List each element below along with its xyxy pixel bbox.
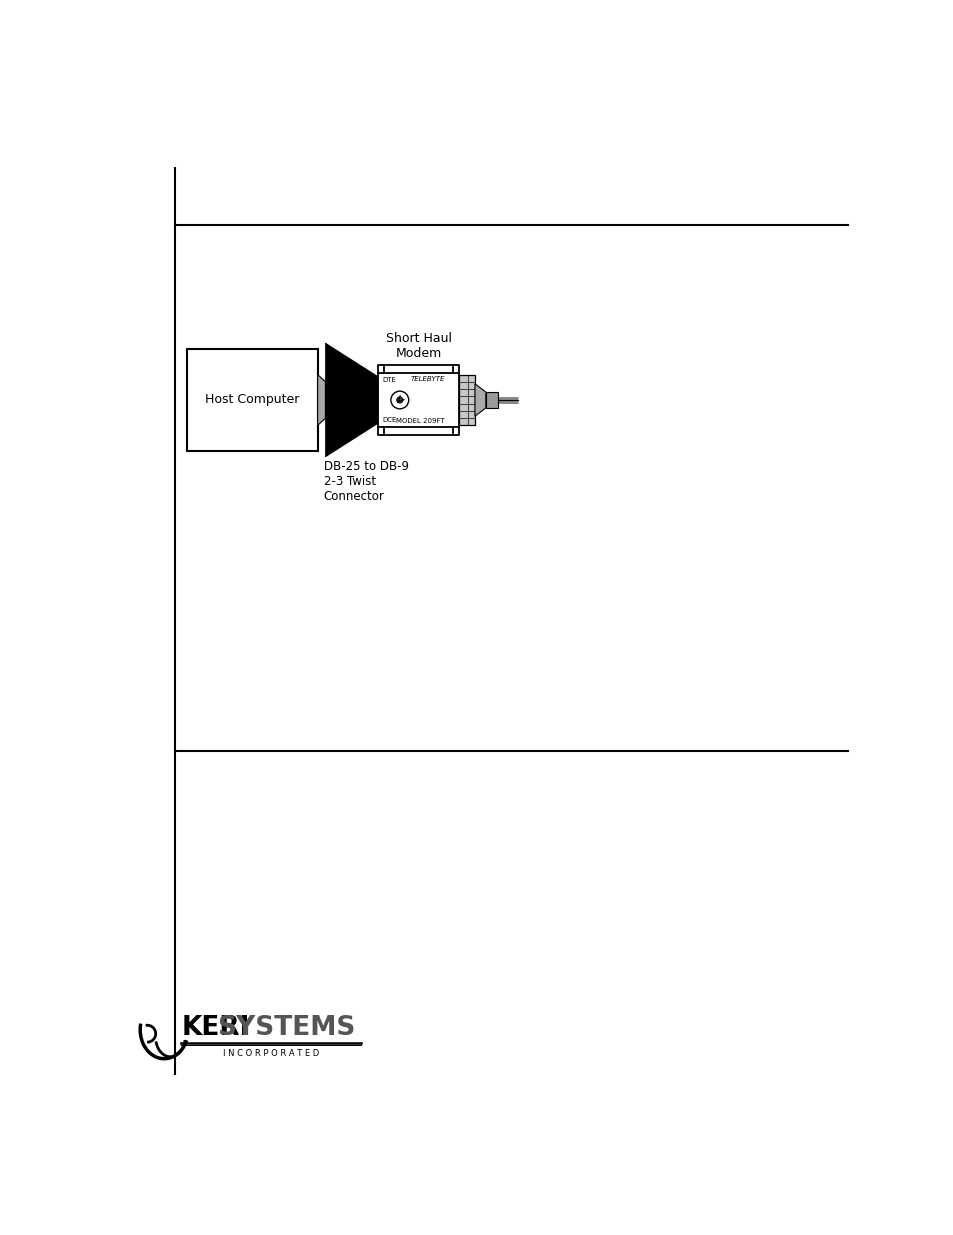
Text: I N C O R P O R A T E D: I N C O R P O R A T E D bbox=[223, 1050, 319, 1058]
Text: DTE: DTE bbox=[382, 377, 396, 383]
Bar bbox=[187, 350, 317, 451]
Text: Short Haul
Modem: Short Haul Modem bbox=[385, 332, 452, 361]
Bar bbox=[377, 373, 459, 427]
Polygon shape bbox=[325, 343, 377, 457]
Circle shape bbox=[391, 391, 408, 409]
Text: MODEL 209FT: MODEL 209FT bbox=[395, 419, 444, 424]
Text: Host Computer: Host Computer bbox=[205, 394, 299, 406]
Bar bbox=[459, 375, 475, 425]
Text: TELEBYTE: TELEBYTE bbox=[410, 375, 444, 382]
Text: DB-25 to DB-9
2-3 Twist
Connector: DB-25 to DB-9 2-3 Twist Connector bbox=[323, 461, 409, 503]
Polygon shape bbox=[475, 384, 485, 416]
Bar bbox=[485, 391, 497, 408]
Circle shape bbox=[396, 396, 402, 403]
Text: SYSTEMS: SYSTEMS bbox=[216, 1014, 355, 1041]
Text: KERI: KERI bbox=[181, 1014, 250, 1041]
Text: DCE: DCE bbox=[382, 417, 396, 424]
Polygon shape bbox=[317, 374, 325, 425]
